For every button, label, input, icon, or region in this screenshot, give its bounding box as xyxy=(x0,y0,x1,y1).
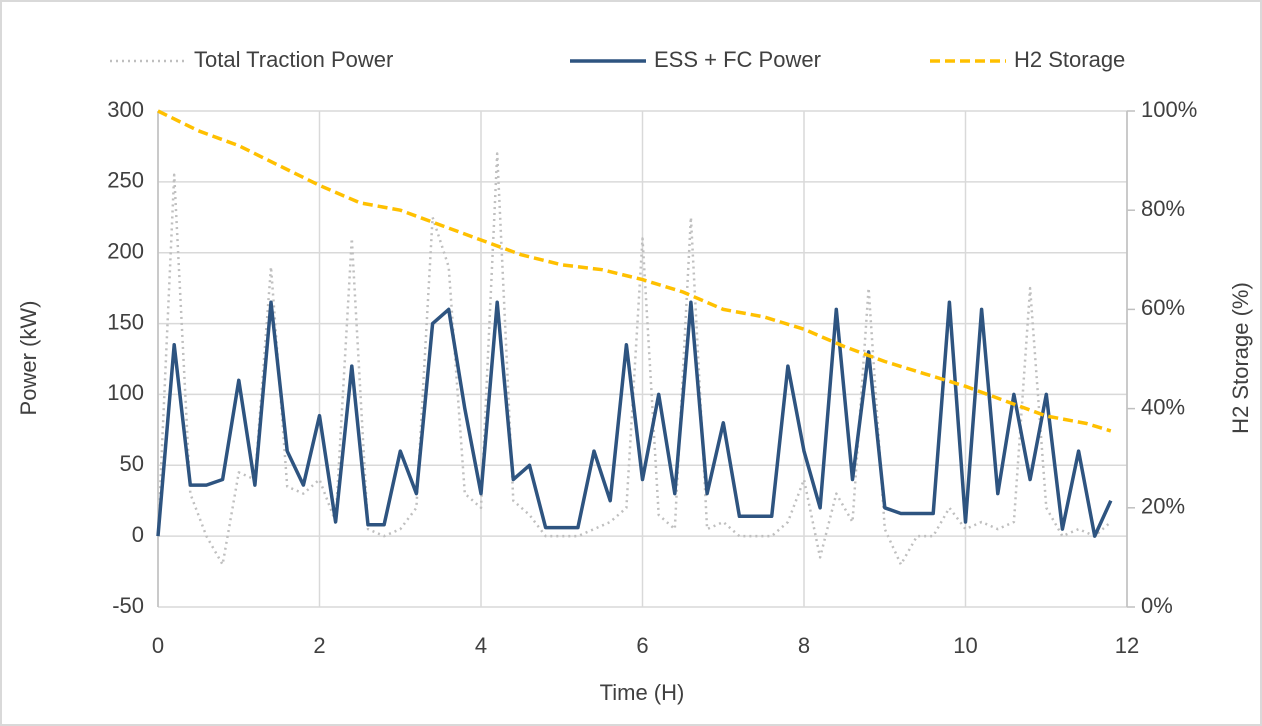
y2-tick-label: 20% xyxy=(1141,494,1185,519)
y-tick-label: 0 xyxy=(132,522,144,547)
x-tick-label: 4 xyxy=(475,633,487,658)
legend-label: Total Traction Power xyxy=(194,47,393,72)
legend-label: H2 Storage xyxy=(1014,47,1125,72)
x-tick-label: 2 xyxy=(313,633,325,658)
y2-axis-title: H2 Storage (%) xyxy=(1228,282,1253,434)
x-tick-label: 6 xyxy=(636,633,648,658)
y2-tick-label: 100% xyxy=(1141,97,1197,122)
y-tick-label: -50 xyxy=(112,593,144,618)
series-line xyxy=(157,109,1112,433)
y2-tick-label: 80% xyxy=(1141,196,1185,221)
y-axis-title: Power (kW) xyxy=(16,301,41,416)
legend-label: ESS + FC Power xyxy=(654,47,821,72)
x-axis-title: Time (H) xyxy=(600,680,685,705)
y-tick-label: 100 xyxy=(107,380,144,405)
y-tick-label: 300 xyxy=(107,97,144,122)
y2-tick-label: 0% xyxy=(1141,593,1173,618)
x-tick-label: 8 xyxy=(798,633,810,658)
x-tick-label: 12 xyxy=(1115,633,1139,658)
series-line xyxy=(156,152,1112,566)
y-tick-label: 50 xyxy=(120,451,144,476)
x-tick-label: 10 xyxy=(953,633,977,658)
y2-tick-label: 40% xyxy=(1141,394,1185,419)
y2-tick-label: 60% xyxy=(1141,295,1185,320)
y-tick-label: 250 xyxy=(107,168,144,193)
y-tick-label: 150 xyxy=(107,309,144,334)
y-tick-label: 200 xyxy=(107,239,144,264)
x-tick-label: 0 xyxy=(152,633,164,658)
series-line xyxy=(156,300,1113,538)
